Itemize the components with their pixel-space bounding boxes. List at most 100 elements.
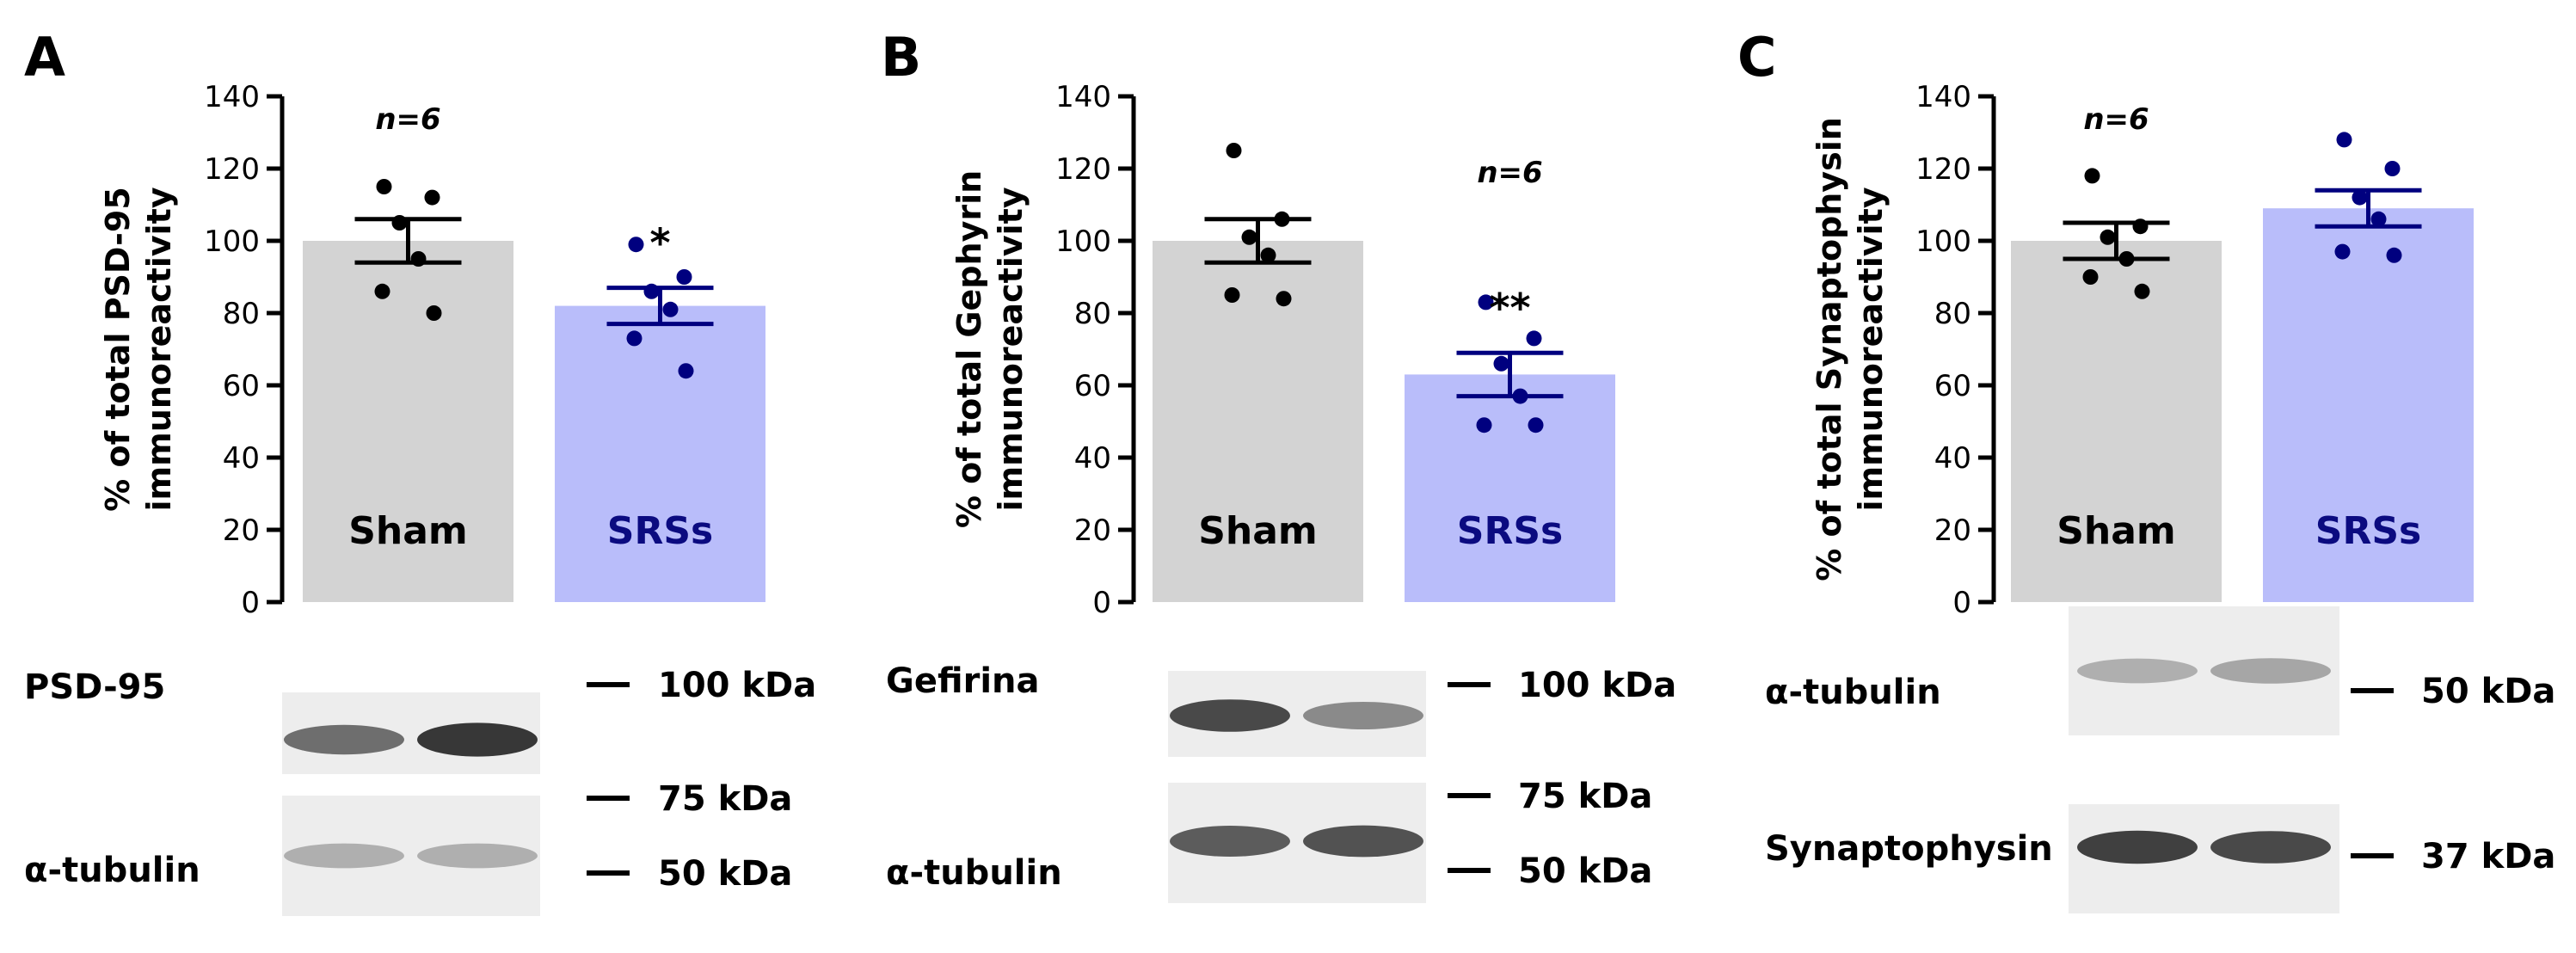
n-label: n=6 [2083, 102, 2149, 137]
y-tick-label: 140 [1055, 80, 1111, 114]
blot-row-label: α-tubulin [24, 851, 200, 890]
data-point [643, 283, 660, 299]
y-tick-label: 100 [204, 224, 260, 259]
data-point [1512, 388, 1528, 404]
category-label: Sham [2056, 509, 2176, 553]
blot-band [1170, 826, 1290, 857]
blot-band [284, 724, 404, 755]
y-tick-label: 80 [1934, 297, 1971, 331]
n-label: n=6 [1477, 156, 1542, 190]
y-axis-label-line: immunoreactivity [1852, 187, 1890, 511]
data-point [2336, 132, 2352, 148]
data-point [1226, 143, 1242, 158]
data-point [391, 215, 408, 231]
data-point [376, 179, 392, 194]
marker-label: 75 kDa [658, 779, 792, 819]
data-point [628, 237, 644, 253]
data-point [1260, 247, 1276, 263]
data-point [2384, 161, 2401, 176]
category-label: SRSs [1457, 509, 1563, 553]
data-point [1276, 291, 1292, 307]
data-point [662, 301, 679, 317]
blot-band [2077, 830, 2198, 864]
data-point [1476, 417, 1492, 433]
y-axis-label-line: immunoreactivity [140, 187, 178, 511]
y-tick-label: 40 [223, 441, 260, 476]
marker-label: 100 kDa [1518, 666, 1676, 705]
bar-sham [303, 241, 513, 602]
y-tick-label: 0 [1952, 586, 1971, 620]
data-point [410, 251, 427, 267]
data-point [676, 269, 692, 285]
marker-label: 50 kDa [2421, 672, 2555, 711]
blot-band [284, 843, 404, 869]
blot-row-label: PSD-95 [24, 667, 165, 707]
blot-band [2077, 658, 2198, 684]
category-label: SRSs [2315, 509, 2421, 553]
y-axis-label: % of total PSD-95 immunoreactivity [99, 187, 178, 512]
blot-band [417, 843, 538, 869]
blot-row-label: α-tubulin [886, 853, 1062, 893]
y-axis-label-line: % of total PSD-95 [99, 187, 137, 512]
y-axis-label-line: % of total Synaptophysin [1811, 117, 1848, 581]
category-label: Sham [348, 509, 468, 553]
y-tick-label: 60 [223, 369, 260, 403]
data-point [2100, 229, 2116, 245]
data-point [2370, 211, 2387, 227]
y-tick-label: 80 [223, 297, 260, 331]
y-axis-label-line: % of total Gephyrin [950, 170, 988, 528]
y-tick-label: 20 [223, 513, 260, 548]
blot-row-label: Synaptophysin [1765, 829, 2053, 869]
data-point [678, 363, 694, 379]
data-point [374, 283, 390, 299]
y-tick-label: 140 [204, 80, 260, 114]
data-point [2386, 247, 2402, 263]
y-tick-label: 100 [1915, 224, 1971, 259]
marker-label: 50 kDa [658, 854, 792, 894]
y-tick-label: 80 [1074, 297, 1111, 331]
panel-letter: A [24, 26, 65, 89]
marker-label: 75 kDa [1518, 777, 1652, 816]
marker-label: 50 kDa [1518, 852, 1652, 891]
bar-sham [2011, 241, 2222, 602]
data-point [1478, 294, 1494, 310]
data-point [2352, 189, 2368, 206]
blot-band [2210, 658, 2331, 684]
data-point [1241, 229, 1257, 245]
significance-label: * [649, 220, 670, 267]
data-point [626, 330, 642, 347]
panel-letter: B [881, 26, 921, 89]
data-point [1493, 355, 1509, 372]
blot-band [1303, 825, 1423, 858]
bar-srss [555, 305, 765, 602]
data-point [2132, 218, 2149, 235]
y-axis-label-line: immunoreactivity [992, 187, 1030, 511]
blot-band [417, 722, 538, 757]
y-tick-label: 60 [1934, 369, 1971, 403]
data-point [1274, 211, 1290, 227]
blot-band [1170, 699, 1290, 732]
y-tick-label: 140 [1915, 80, 1971, 114]
data-point [2084, 168, 2100, 184]
category-label: SRSs [607, 509, 713, 553]
category-label: Sham [1198, 509, 1318, 553]
n-label: n=6 [375, 102, 440, 137]
blot-band [1303, 702, 1423, 729]
data-point [1528, 417, 1544, 433]
y-axis-label: % of total Gephyrin immunoreactivity [950, 170, 1030, 528]
data-point [1224, 287, 1240, 303]
marker-label: 100 kDa [658, 666, 816, 705]
y-tick-label: 100 [1055, 224, 1111, 259]
y-tick-label: 120 [1055, 152, 1111, 187]
y-tick-label: 20 [1074, 513, 1111, 548]
bar-sham [1153, 241, 1363, 602]
data-point [2082, 269, 2099, 285]
data-point [2118, 251, 2135, 267]
data-point [424, 189, 440, 206]
y-tick-label: 120 [1915, 152, 1971, 187]
significance-label: ** [1489, 285, 1530, 331]
y-tick-label: 40 [1934, 441, 1971, 476]
panel-letter: C [1737, 26, 1777, 89]
y-tick-label: 40 [1074, 441, 1111, 476]
